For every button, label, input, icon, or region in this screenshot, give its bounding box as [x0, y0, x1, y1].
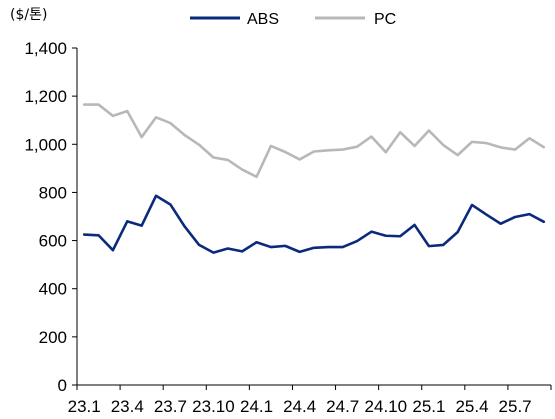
legend-item-pc: PC — [315, 11, 396, 28]
y-tick-label: 1,000 — [24, 135, 67, 154]
x-tick-label: 23.7 — [154, 397, 187, 416]
x-tick-label: 25.7 — [499, 397, 532, 416]
series-line-pc — [82, 103, 546, 179]
x-tick-label: 24.1 — [240, 397, 273, 416]
y-tick-label: 1,200 — [24, 87, 67, 106]
y-tick-label: 200 — [39, 328, 67, 347]
x-axis: 23.1 23.4 23.7 23.10 24.1 24.4 24.7 24.10 25.1 25… — [68, 384, 552, 416]
legend-label: ABS — [247, 11, 279, 28]
x-tick-label: 25.4 — [455, 397, 488, 416]
x-tick-label: 24.4 — [283, 397, 316, 416]
y-axis: 0 200 400 600 800 1,000 1,200 1,400 — [24, 39, 78, 395]
y-tick-label: 600 — [39, 232, 67, 251]
y-tick-label: 1,400 — [24, 39, 67, 58]
series-layer — [82, 103, 546, 254]
legend-item-abs: ABS — [190, 11, 279, 28]
legend-label: PC — [374, 11, 396, 28]
y-tick-label: 400 — [39, 280, 67, 299]
x-tick-label: 23.10 — [192, 397, 235, 416]
y-tick-label: 800 — [39, 183, 67, 202]
y-tick-label: 0 — [58, 376, 67, 395]
x-tick-label: 24.10 — [365, 397, 408, 416]
x-tick-label: 25.1 — [412, 397, 445, 416]
legend: ABS PC — [190, 11, 396, 28]
y-unit-label: ($/톤) — [10, 7, 47, 23]
series-line-abs — [82, 194, 546, 254]
x-tick-label: 23.1 — [68, 397, 101, 416]
x-tick-label: 23.4 — [111, 397, 144, 416]
x-tick-label: 24.7 — [326, 397, 359, 416]
